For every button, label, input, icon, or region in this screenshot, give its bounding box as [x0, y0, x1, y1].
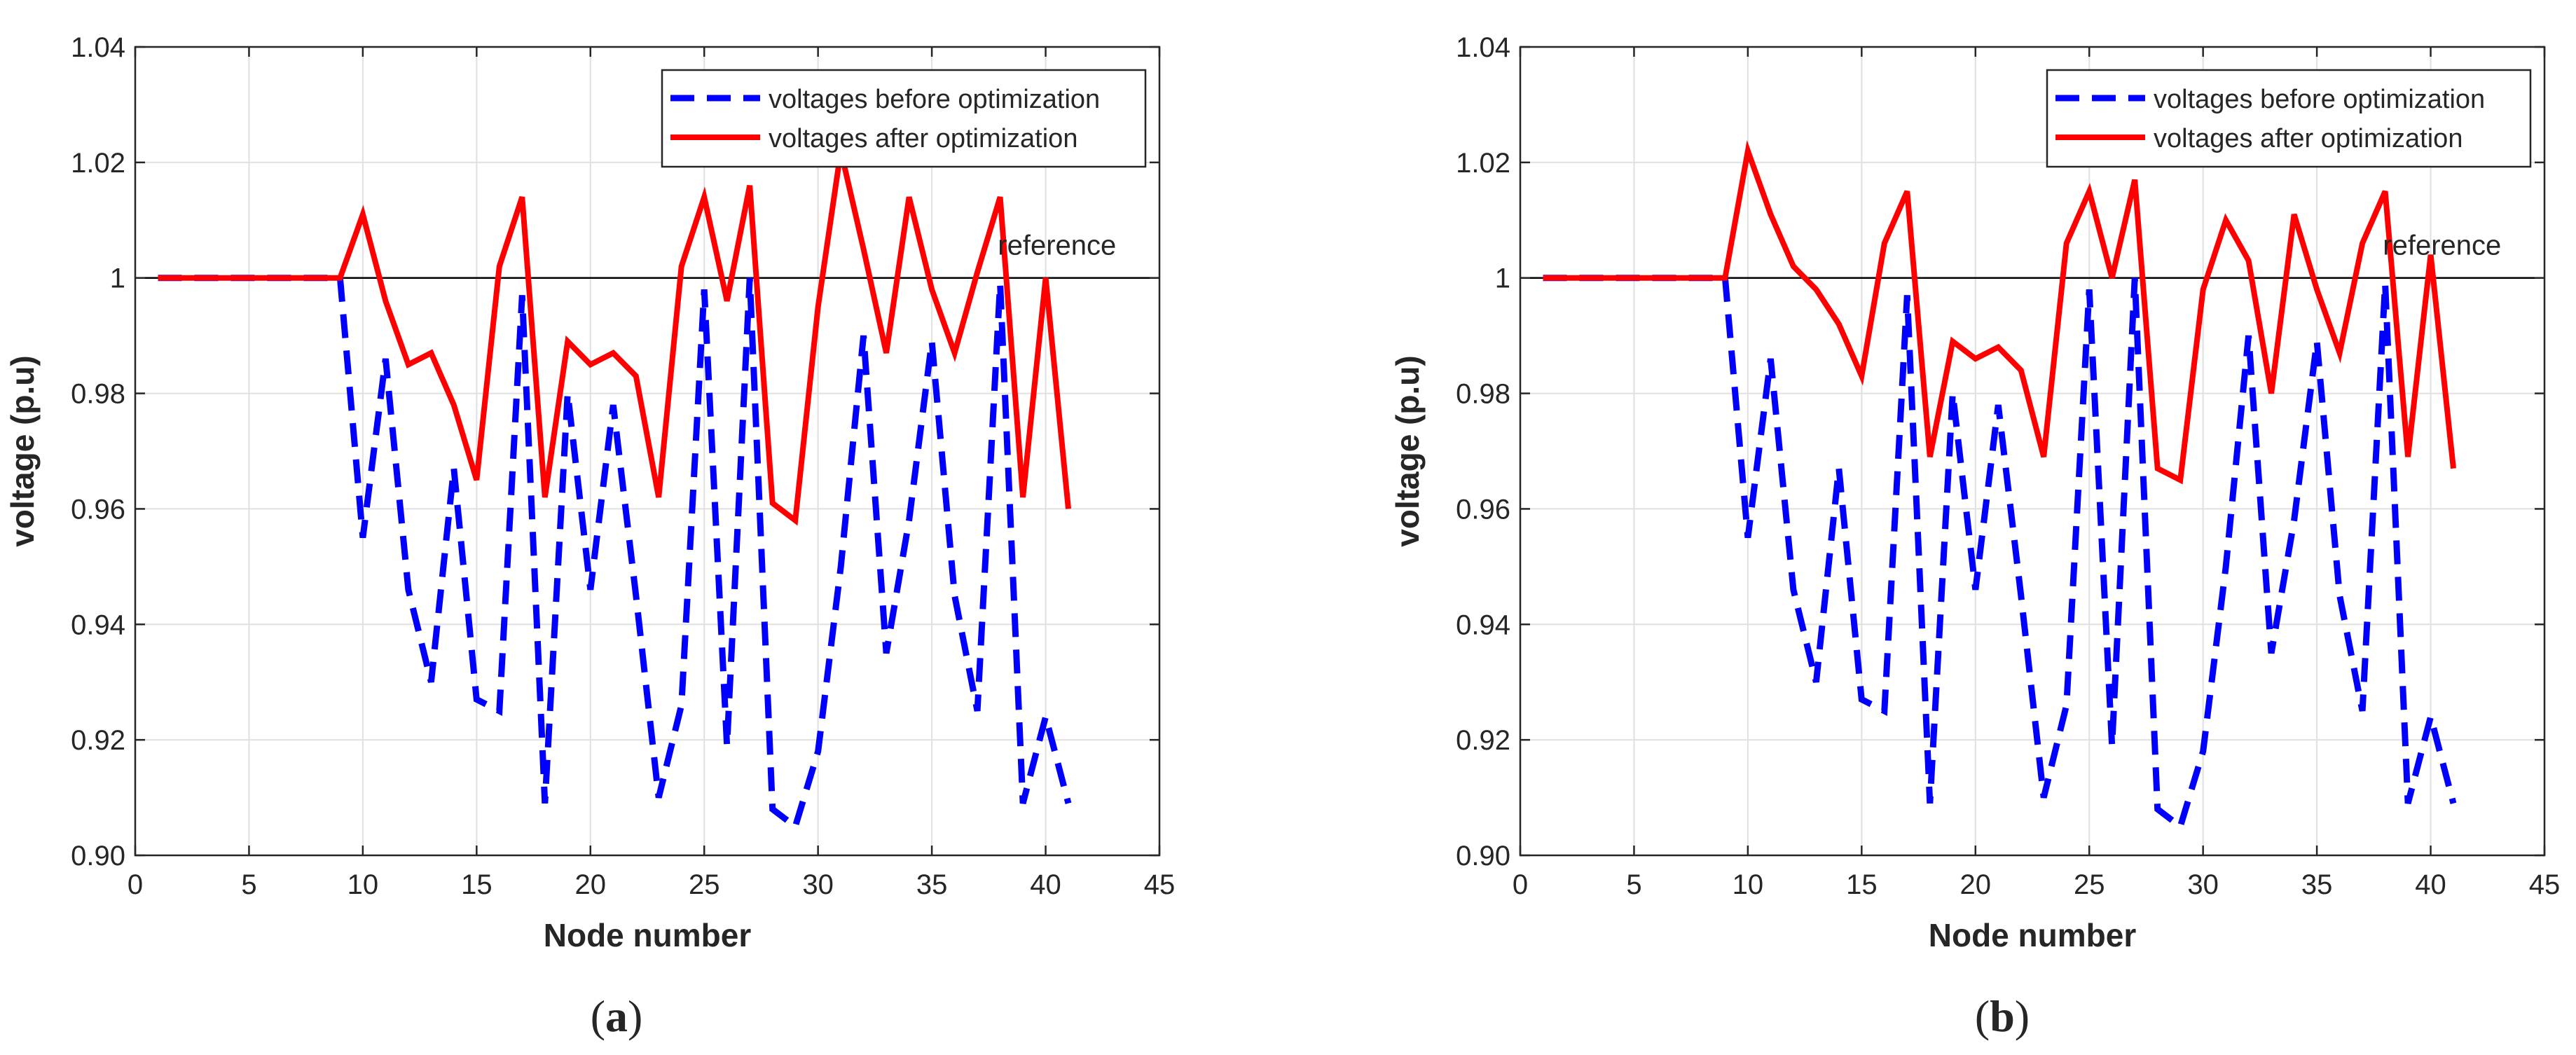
y-tick-label: 0.90 — [71, 841, 125, 871]
y-tick-label: 1.04 — [1456, 32, 1510, 63]
legend: voltages before optimization voltages aft… — [661, 69, 1147, 168]
legend-box — [661, 69, 1147, 168]
x-tick-label: 35 — [2301, 869, 2333, 900]
x-tick-label: 5 — [1626, 869, 1641, 900]
y-tick-label: 0.98 — [1456, 379, 1510, 410]
x-tick-label: 40 — [2415, 869, 2446, 900]
y-tick-label: 1.04 — [71, 32, 125, 63]
axes-box — [134, 46, 1161, 857]
x-tick-label: 45 — [1144, 869, 1176, 900]
series-after-line — [158, 150, 1071, 526]
reference-annotation: reference — [998, 230, 1116, 261]
legend-label: voltages after optimization — [769, 124, 1077, 153]
y-tick-label: 0.96 — [1456, 494, 1510, 525]
panel-caption: (a) — [591, 991, 643, 1041]
y-tick-label: 1 — [1495, 263, 1510, 294]
x-tick-label: 25 — [689, 869, 720, 900]
x-tick-label: 40 — [1030, 869, 1061, 900]
x-tick-label: 15 — [461, 869, 493, 900]
y-tick-label: 1.02 — [71, 148, 125, 179]
x-tick-label: 25 — [2074, 869, 2105, 900]
panel-caption: (b) — [1975, 991, 2030, 1041]
series-after-line — [1543, 139, 2456, 485]
y-tick-label: 0.90 — [1456, 841, 1510, 871]
legend-label: voltages after optimization — [2154, 124, 2463, 153]
x-tick-label: 30 — [2187, 869, 2219, 900]
x-tick-label: 10 — [347, 869, 379, 900]
y-tick-label: 1.02 — [1456, 148, 1510, 179]
x-tick-label: 20 — [1960, 869, 1992, 900]
y-tick-label: 0.98 — [71, 379, 125, 410]
y-tick-label: 0.96 — [71, 494, 125, 525]
x-tick-label: 15 — [1846, 869, 1878, 900]
reference-annotation: reference — [2383, 230, 2501, 261]
x-tick-label: 45 — [2529, 869, 2561, 900]
y-tick-label: 0.92 — [71, 725, 125, 756]
legend: voltages before optimization voltages aft… — [2046, 69, 2532, 168]
legend-label: voltages before optimization — [769, 85, 1100, 114]
x-tick-label: 35 — [916, 869, 948, 900]
legend-box — [2046, 69, 2532, 168]
y-tick-label: 0.94 — [71, 609, 125, 640]
y-axis-label: voltage (p.u) — [1389, 355, 1426, 546]
y-tick-label: 1 — [110, 263, 125, 294]
x-tick-label: 10 — [1733, 869, 1764, 900]
y-tick-label: 0.92 — [1456, 725, 1510, 756]
x-tick-label: 20 — [575, 869, 607, 900]
x-tick-label: 0 — [1513, 869, 1528, 900]
legend-label: voltages before optimization — [2154, 85, 2485, 114]
x-tick-label: 5 — [241, 869, 256, 900]
chart-panel-a: 0 5 10 15 20 25 30 35 40 45 0.90 0.92 0.94 0.96 0.98 1 1… — [4, 32, 1175, 1041]
chart-panel-b: 0 5 10 15 20 25 30 35 40 45 0.90 0.92 0.94 0.96 0.98 1 1… — [1389, 32, 2560, 1041]
y-tick-label: 0.94 — [1456, 609, 1510, 640]
x-axis-label: Node number — [1929, 917, 2137, 953]
x-tick-label: 0 — [128, 869, 143, 900]
y-axis-label: voltage (p.u) — [4, 355, 41, 546]
axes-box — [1519, 46, 2546, 857]
x-tick-label: 30 — [802, 869, 834, 900]
x-axis-label: Node number — [544, 917, 752, 953]
